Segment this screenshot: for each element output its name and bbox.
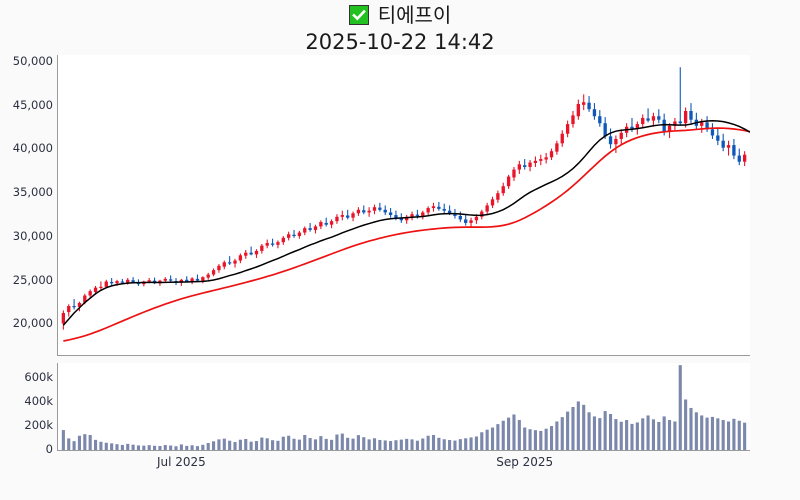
volume-y-tick-label: 0 xyxy=(45,442,53,456)
price-y-tick-label: 30,000 xyxy=(12,228,53,243)
price-y-tick-label: 25,000 xyxy=(12,272,53,287)
price-y-tick-label: 40,000 xyxy=(12,141,53,156)
x-tick-label: Sep 2025 xyxy=(496,455,554,469)
price-y-tick-label: 35,000 xyxy=(12,185,53,200)
timestamp-label: 2025-10-22 14:42 xyxy=(305,30,495,54)
volume-plot xyxy=(61,365,747,450)
page-title: 티에프이 xyxy=(377,3,452,27)
price-y-axis: 20,000 25,000 30,000 35,000 40,000 45,000 50,0… xyxy=(0,55,53,355)
volume-chart-panel xyxy=(58,363,750,450)
x-tick-label: Jul 2025 xyxy=(156,455,206,469)
price-chart-panel xyxy=(58,55,750,355)
check-square-icon xyxy=(348,5,369,25)
chart-title-row: 티에프이 xyxy=(0,1,800,29)
axis-line xyxy=(57,55,58,355)
price-y-tick-label: 45,000 xyxy=(12,97,53,112)
axis-line xyxy=(57,450,750,451)
volume-y-tick-label: 200k xyxy=(24,417,53,432)
candlestick-plot xyxy=(61,67,750,342)
price-y-tick-label: 20,000 xyxy=(12,316,53,331)
axis-line xyxy=(57,363,58,450)
volume-y-tick-label: 600k xyxy=(24,369,53,384)
axis-line xyxy=(57,355,750,356)
volume-y-tick-label: 400k xyxy=(24,393,53,408)
volume-y-axis: 0 200k 400k 600k xyxy=(0,363,53,455)
price-y-tick-label: 50,000 xyxy=(12,53,53,68)
x-axis: Jul 2025 Sep 2025 xyxy=(58,456,750,476)
